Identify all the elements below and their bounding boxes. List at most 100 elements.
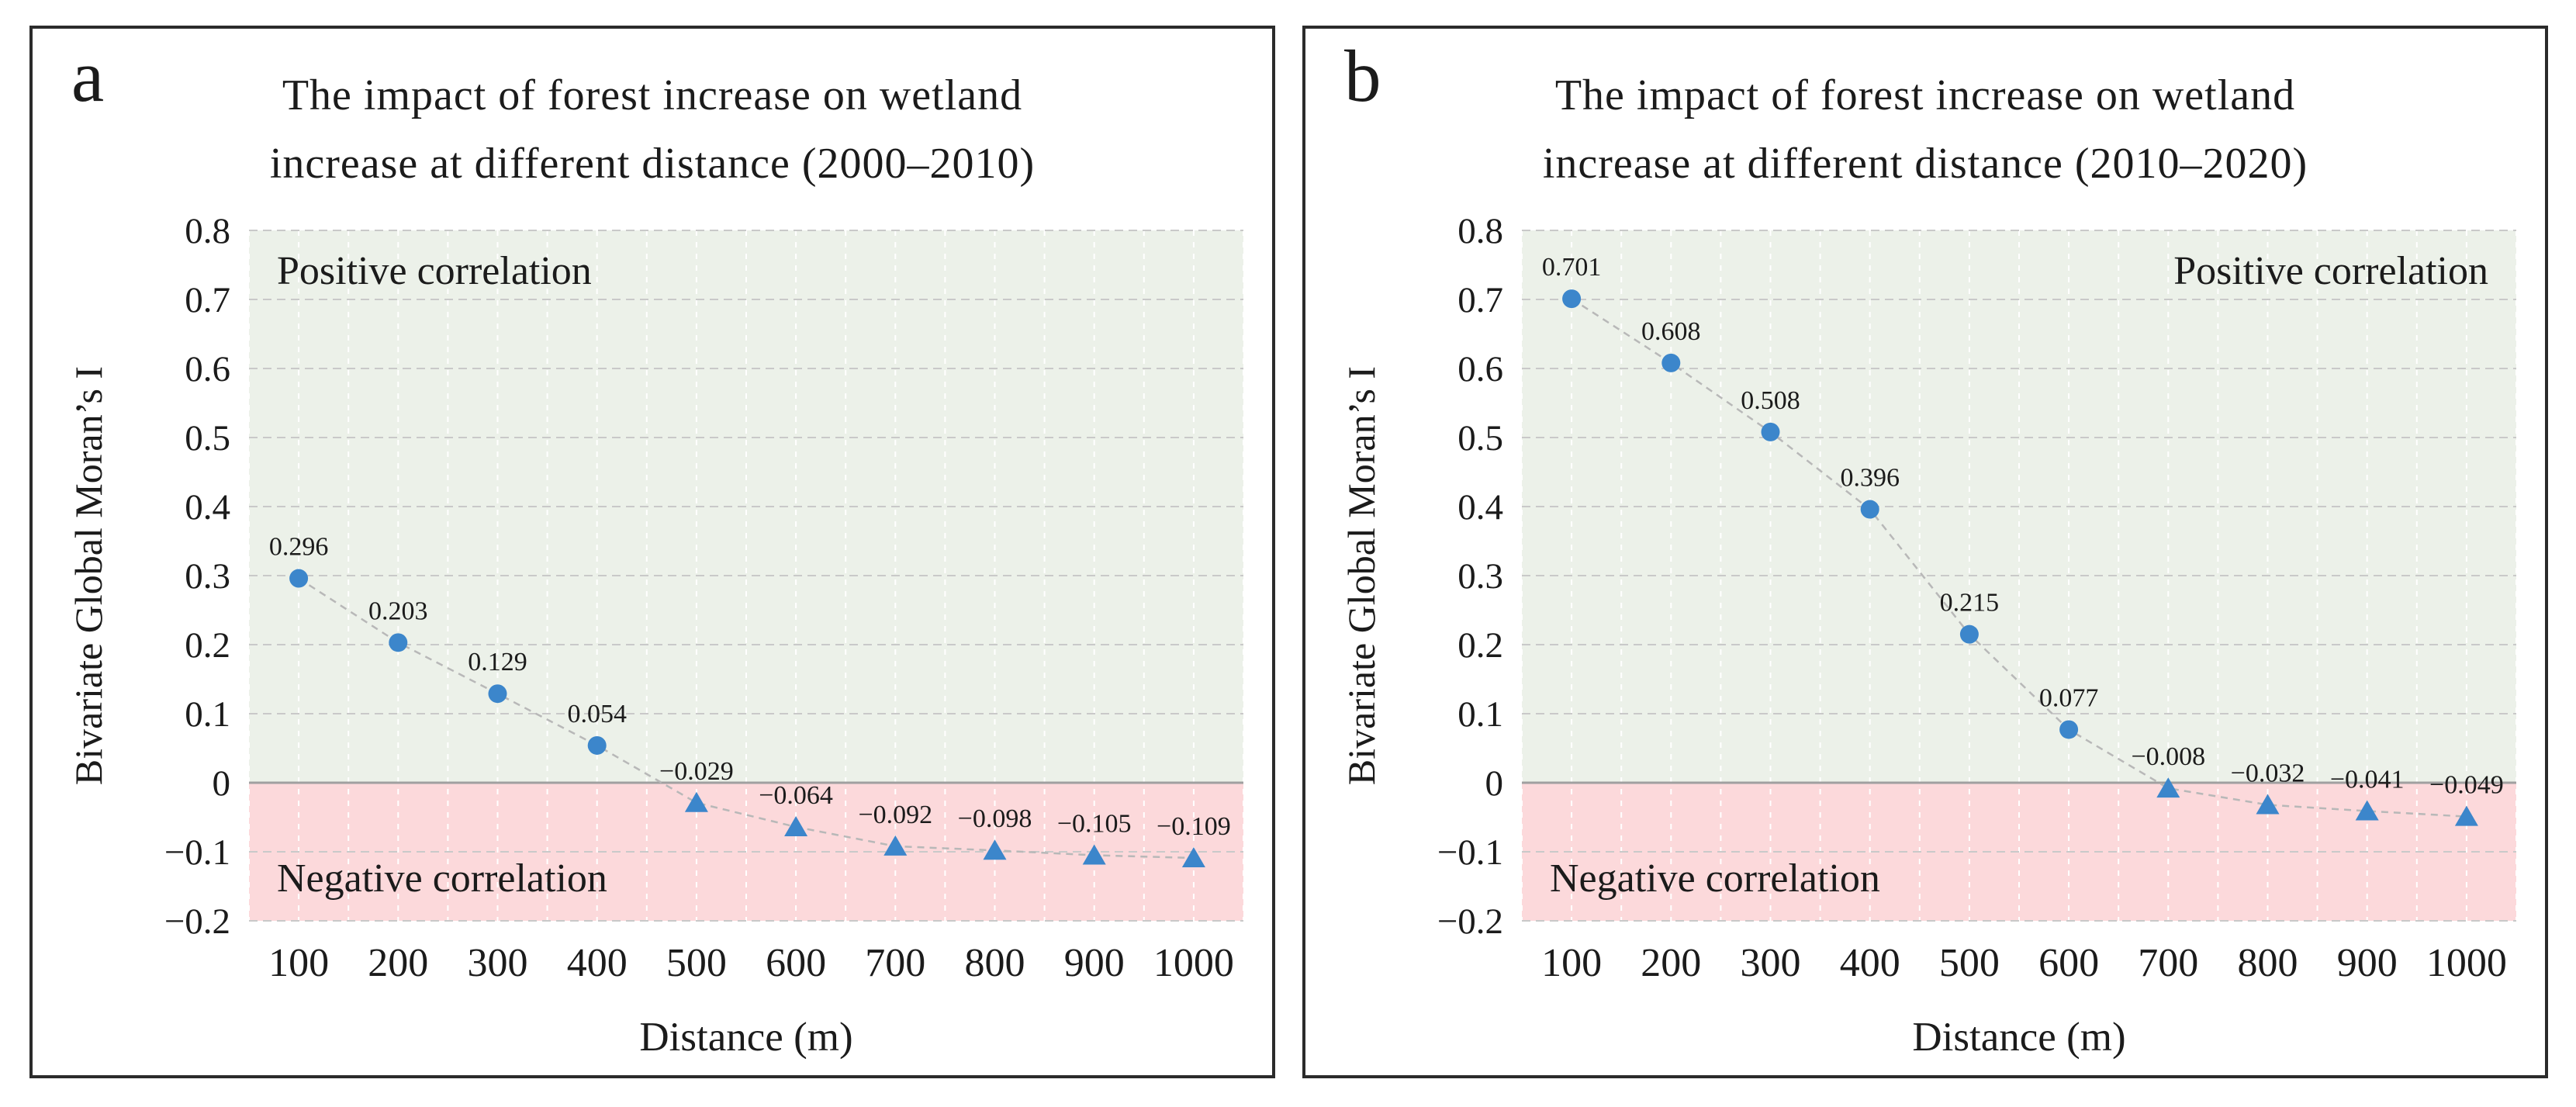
x-tick-label: 200 (1641, 941, 1701, 985)
y-tick-label: 0.4 (1457, 487, 1503, 528)
data-point-triangle (2454, 805, 2478, 826)
data-point-label: −0.049 (2429, 771, 2504, 800)
data-point-triangle (2355, 800, 2379, 821)
data-point-label: −0.105 (1057, 809, 1132, 838)
y-tick-label: 0 (1485, 763, 1504, 804)
panel-b: b The impact of forest increase on wetla… (1302, 26, 2548, 1078)
data-point-circle (2059, 720, 2079, 739)
positive-correlation-label: Positive correlation (2173, 249, 2488, 293)
data-point-triangle (883, 835, 908, 856)
x-tick-label: 600 (2038, 941, 2099, 985)
data-point-label: −0.029 (659, 757, 734, 786)
x-tick-label: 200 (368, 941, 428, 985)
data-point-triangle (684, 791, 708, 812)
y-axis-title: Bivariate Global Moran’s I (1340, 366, 1383, 785)
y-tick-label: 0.2 (1457, 625, 1503, 666)
y-tick-label: −0.1 (164, 832, 230, 873)
y-tick-label: 0.6 (1457, 349, 1503, 389)
x-tick-label: 400 (567, 941, 628, 985)
x-tick-label: 900 (1064, 941, 1125, 985)
data-point-circle (587, 735, 607, 755)
data-point-label: 0.296 (269, 533, 329, 562)
data-point-label: 0.203 (368, 597, 428, 625)
x-tick-label: 700 (865, 941, 925, 985)
negative-correlation-label: Negative correlation (277, 856, 607, 901)
x-tick-label: 500 (666, 941, 727, 985)
y-tick-label: 0.8 (1457, 211, 1503, 251)
positive-correlation-label: Positive correlation (277, 249, 592, 293)
x-tick-label: 500 (1939, 941, 2000, 985)
data-point-circle (488, 684, 507, 704)
panel-a-title-line1: The impact of forest increase on wetland (282, 71, 1023, 119)
y-tick-label: 0.1 (185, 694, 230, 735)
x-tick-label: 900 (2337, 941, 2398, 985)
panel-b-title: The impact of forest increase on wetland… (1305, 61, 2545, 199)
y-tick-label: 0 (213, 763, 231, 804)
y-tick-label: −0.2 (164, 901, 230, 942)
data-point-label: −0.008 (2131, 742, 2205, 771)
y-tick-label: 0.8 (185, 211, 230, 251)
x-tick-label: 700 (2138, 941, 2198, 985)
data-point-label: −0.092 (858, 801, 932, 829)
y-tick-label: 0.6 (185, 349, 230, 389)
data-point-triangle (784, 815, 808, 836)
data-point-label: −0.064 (759, 781, 833, 810)
data-point-label: 0.129 (468, 648, 527, 676)
data-point-circle (1661, 353, 1681, 372)
x-tick-label: 600 (766, 941, 826, 985)
data-point-triangle (1082, 844, 1106, 865)
y-tick-label: 0.5 (1457, 418, 1503, 458)
data-point-label: 0.508 (1741, 386, 1800, 415)
data-point-label: 0.701 (1542, 253, 1602, 282)
y-tick-label: 0.7 (1457, 280, 1503, 320)
y-tick-label: 0.3 (1457, 556, 1503, 597)
data-point-triangle (983, 839, 1007, 860)
x-tick-label: 300 (468, 941, 528, 985)
data-point-circle (1959, 624, 1979, 644)
x-axis-title: Distance (m) (1912, 1015, 2125, 1060)
y-tick-label: 0.3 (185, 556, 230, 597)
data-point-circle (1562, 289, 1582, 309)
y-tick-label: 0.4 (185, 487, 230, 528)
data-point-label: 0.396 (1840, 464, 1900, 493)
x-tick-label: 800 (965, 941, 1025, 985)
y-tick-label: 0.5 (185, 418, 230, 458)
negative-correlation-label: Negative correlation (1550, 856, 1880, 901)
x-tick-label: 100 (1541, 941, 1602, 985)
panel-a-title: The impact of forest increase on wetland… (33, 61, 1272, 199)
data-point-label: 0.054 (567, 700, 627, 728)
data-point-circle (1860, 500, 1879, 519)
data-point-circle (389, 633, 408, 652)
panel-a: a The impact of forest increase on wetla… (29, 26, 1275, 1078)
y-tick-label: −0.1 (1437, 832, 1503, 873)
x-tick-label: 300 (1741, 941, 1801, 985)
data-point-label: −0.109 (1157, 812, 1231, 841)
data-point-label: −0.098 (958, 804, 1032, 833)
y-axis-title: Bivariate Global Moran’s I (67, 366, 110, 785)
x-tick-label: 100 (268, 941, 329, 985)
y-tick-label: 0.7 (185, 280, 230, 320)
panel-a-letter: a (71, 35, 105, 117)
data-point-circle (1761, 422, 1780, 441)
panel-a-title-line2: increase at different distance (2000–201… (269, 140, 1036, 189)
data-point-label: 0.077 (2039, 683, 2099, 712)
chart-a: Positive correlation Negative correlation… (67, 211, 1244, 1060)
data-point-label: −0.041 (2330, 765, 2405, 794)
x-tick-label: 1000 (2426, 941, 2507, 985)
data-point-triangle (1181, 847, 1205, 868)
data-point-label: 0.608 (1641, 317, 1701, 346)
y-tick-label: −0.2 (1437, 901, 1503, 942)
data-point-triangle (2156, 777, 2180, 798)
x-tick-label: 1000 (1153, 941, 1234, 985)
data-series-line (1571, 298, 2467, 818)
y-tick-label: 0.1 (1457, 694, 1503, 735)
panel-b-title-line2: increase at different distance (2010–202… (1542, 140, 2308, 189)
data-point-circle (289, 569, 309, 588)
panel-b-title-line1: The impact of forest increase on wetland (1554, 71, 2296, 119)
data-point-label: 0.215 (1940, 589, 2000, 617)
chart-b: Positive correlation Negative correlation… (1340, 211, 2517, 1060)
x-tick-label: 800 (2238, 941, 2298, 985)
x-axis-title: Distance (m) (639, 1015, 852, 1060)
data-point-label: −0.032 (2231, 759, 2305, 787)
